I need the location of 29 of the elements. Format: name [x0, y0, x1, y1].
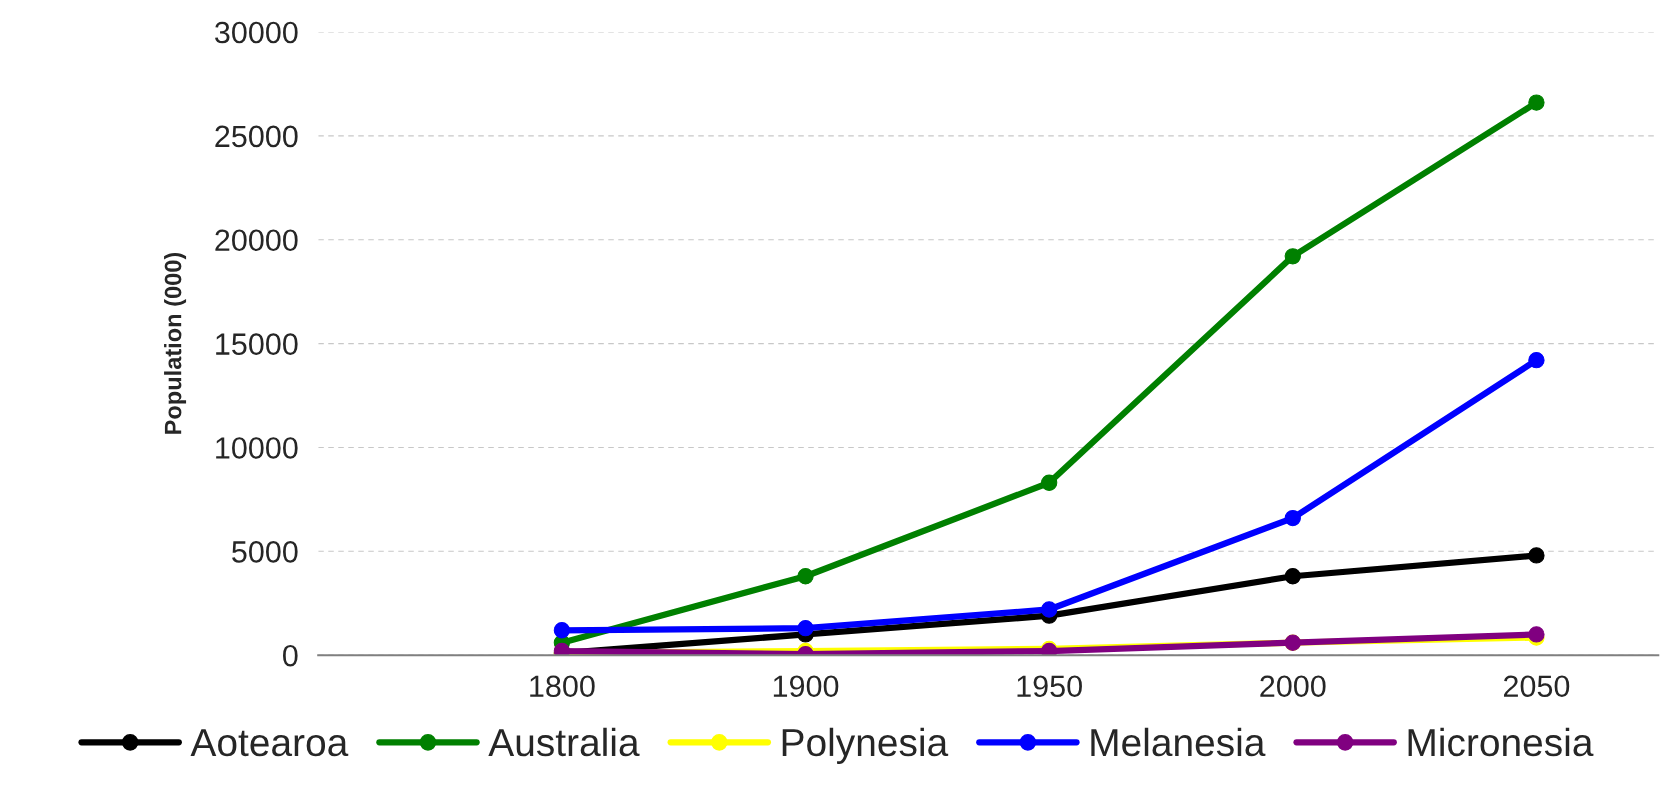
point — [1528, 547, 1545, 564]
point — [1041, 474, 1058, 491]
y-axis-title: Population (000) — [164, 252, 187, 434]
y-tick-label: 30000 — [215, 21, 298, 44]
point — [553, 622, 571, 639]
x-tick-label: 1900 — [773, 675, 839, 698]
point — [1528, 352, 1545, 369]
legend-label: Micronesia — [1408, 727, 1594, 757]
legend-label: Melanesia — [1091, 727, 1266, 757]
point — [1041, 601, 1058, 618]
y-tick-label: 5000 — [232, 541, 298, 563]
y-tick-label: 25000 — [215, 125, 298, 148]
x-tick-label: 1950 — [1017, 675, 1082, 698]
point — [1284, 248, 1301, 265]
point — [797, 620, 814, 637]
y-tick-label: 0 — [283, 644, 298, 667]
y-tick-label: 15000 — [216, 333, 298, 355]
point — [1284, 509, 1301, 527]
legend-label: Aotearoa — [190, 729, 349, 757]
x-tick-label: 2000 — [1260, 675, 1326, 698]
y-tick-label: 20000 — [215, 229, 298, 252]
point — [1528, 94, 1545, 111]
point — [1284, 568, 1301, 585]
x-tick-label: 1800 — [530, 675, 595, 698]
legend-label: Australia — [488, 727, 640, 757]
y-tick-label: 10000 — [216, 437, 298, 459]
legend-label: Polynesia — [782, 727, 949, 764]
x-tick-label: 2050 — [1503, 675, 1570, 698]
point — [797, 568, 814, 585]
